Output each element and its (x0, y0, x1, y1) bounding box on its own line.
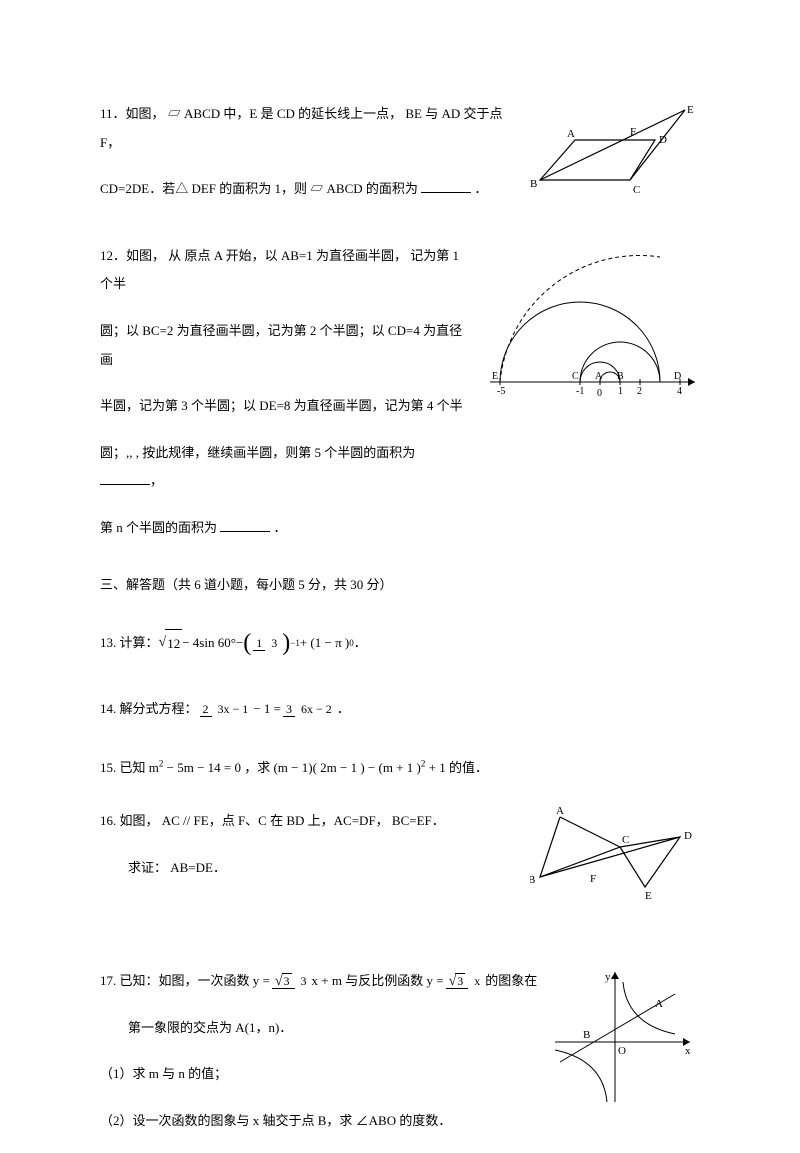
q12-period: ． (274, 520, 287, 535)
q14: 14. 解分式方程： 2 3x − 1 − 1 = 3 6x − 2 ． (100, 695, 700, 724)
svg-text:A: A (556, 807, 564, 817)
q11-text: 11．如图， ▱ ABCD 中，E 是 CD 的延长线上一点， BE 与 AD … (100, 100, 518, 222)
q14-period: ． (337, 695, 350, 724)
q16-l1: 16. 如图， AC // FE，点 F、C 在 BD 上，AC=DF， BC=… (100, 813, 445, 828)
svg-text:A: A (655, 998, 663, 1010)
q17-l1b: x + m 与反比例函数 y = (312, 967, 444, 996)
q13-exp1: −1 (290, 634, 300, 654)
q17-f2-num: 3 (446, 974, 469, 989)
q12-blank2 (220, 519, 270, 532)
q17-text: 17. 已知：如图，一次函数 y = 3 3 x + m 与反比例函数 y = … (100, 967, 538, 1153)
svg-text:D: D (684, 830, 692, 842)
q15-a: 15. 已知 m (100, 760, 159, 775)
q17-l4: （2）设一次函数的图象与 x 轴交于点 B，求 ∠ABO 的度数． (100, 1113, 451, 1128)
svg-text:E: E (687, 104, 694, 116)
q14-frac2: 3 6x − 2 (283, 703, 335, 716)
svg-text:E: E (492, 371, 498, 382)
q17: 17. 已知：如图，一次函数 y = 3 3 x + m 与反比例函数 y = … (100, 967, 700, 1153)
q16-text: 16. 如图， AC // FE，点 F、C 在 BD 上，AC=DF， BC=… (100, 807, 518, 900)
q13-period: ． (354, 629, 367, 658)
svg-text:O: O (618, 1045, 626, 1057)
rparen-icon: ) (282, 617, 290, 670)
q13-frac13-den: 3 (268, 636, 280, 650)
svg-text:-5: -5 (497, 386, 505, 397)
q17-l3: （1）求 m 与 n 的值； (100, 1066, 227, 1081)
q17-f2-den: x (471, 974, 483, 988)
q12-blank1 (100, 472, 150, 485)
q14-f2-den: 6x − 2 (298, 702, 335, 716)
svg-text:F: F (590, 873, 596, 885)
q13-frac13-num: 1 (253, 636, 265, 651)
q14-prefix: 14. 解分式方程： (100, 695, 198, 724)
svg-text:y: y (605, 971, 611, 983)
q12-figure: -5 -1 0 1 2 4 E C A B D (480, 242, 700, 432)
svg-text:B: B (530, 178, 537, 190)
q15: 15. 已知 m2 − 5m − 14 = 0 ，求 (m − 1)( 2m −… (100, 754, 700, 783)
q17-figure: y x O A B (550, 967, 700, 1107)
q12-l2: 圆；以 BC=2 为直径画半圆，记为第 2 个半圆；以 CD=4 为直径画 (100, 323, 462, 367)
q12: 12．如图， 从 原点 A 开始，以 AB=1 为直径画半圆， 记为第 1 个半… (100, 242, 700, 561)
q13-sin: − 4sin 60°− (182, 629, 243, 658)
svg-text:0: 0 (597, 388, 602, 399)
svg-text:F: F (630, 126, 636, 138)
q11-period: ． (474, 181, 487, 196)
svg-text:x: x (685, 1045, 691, 1057)
q17-l2: 第一象限的交点为 A(1，n)． (128, 1020, 292, 1035)
svg-text:4: 4 (677, 386, 682, 397)
section3-text: 三、解答题（共 6 道小题，每小题 5 分，共 30 分） (100, 577, 393, 592)
q13-frac13: 1 3 (253, 637, 280, 650)
q14-f2-num: 3 (283, 702, 295, 717)
q16-figure: A B F C D E (530, 807, 700, 907)
q15-mid: − 5m − 14 = 0 ，求 (m − 1)( 2m − 1 ) − (m … (163, 760, 421, 775)
svg-text:2: 2 (637, 386, 642, 397)
q14-f1-num: 2 (200, 702, 212, 717)
svg-text:C: C (633, 184, 640, 195)
q11-blank (421, 180, 471, 193)
q17-f1-den: 3 (298, 974, 310, 988)
q17-l1a: 17. 已知：如图，一次函数 y = (100, 967, 270, 996)
q14-f1-den: 3x − 1 (215, 702, 252, 716)
svg-text:B: B (583, 1029, 590, 1041)
q14-mid: − 1 = (253, 695, 281, 724)
svg-text:D: D (674, 371, 681, 382)
section3: 三、解答题（共 6 道小题，每小题 5 分，共 30 分） (100, 571, 700, 600)
q11: 11．如图， ▱ ABCD 中，E 是 CD 的延长线上一点， BE 与 AD … (100, 100, 700, 222)
q17-frac2: 3 x (446, 974, 484, 989)
svg-text:A: A (595, 371, 603, 382)
q16: 16. 如图， AC // FE，点 F、C 在 BD 上，AC=DF， BC=… (100, 807, 700, 907)
svg-text:C: C (572, 371, 579, 382)
svg-text:D: D (659, 134, 667, 146)
q12-l1: 12．如图， 从 原点 A 开始，以 AB=1 为直径画半圆， 记为第 1 个半 (100, 248, 459, 292)
svg-text:-1: -1 (576, 386, 584, 397)
q12-l5: 第 n 个半圆的面积为 (100, 520, 220, 535)
q17-f1-num-val: 3 (282, 973, 292, 988)
q17-frac1: 3 3 (272, 974, 310, 989)
q17-f2-num-val: 3 (455, 973, 465, 988)
q12-l3: 半圆，记为第 3 个半圆；以 DE=8 为直径画半圆，记为第 4 个半 (100, 398, 463, 413)
q15-tail: + 1 的值． (425, 760, 488, 775)
q12-text: 12．如图， 从 原点 A 开始，以 AB=1 为直径画半圆， 记为第 1 个半… (100, 242, 468, 561)
q17-l1c: 的图象在 (485, 967, 537, 996)
q17-f1-num: 3 (272, 974, 295, 989)
q13: 13. 计算： 12 − 4sin 60°− ( 1 3 ) −1 + (1 −… (100, 617, 700, 670)
q13-sqrt12: 12 (165, 629, 182, 659)
svg-text:E: E (645, 890, 652, 902)
lparen-icon: ( (243, 617, 251, 670)
svg-text:C: C (622, 834, 629, 846)
q13-plus1pi: + (1 − π ) (300, 629, 349, 658)
svg-text:A: A (567, 128, 575, 140)
q11-line2: CD=2DE．若△ DEF 的面积为 1，则 ▱ ABCD 的面积为 (100, 181, 421, 196)
q11-line1: 11．如图， ▱ ABCD 中，E 是 CD 的延长线上一点， BE 与 AD … (100, 106, 503, 150)
q14-frac1: 2 3x − 1 (200, 703, 252, 716)
q13-prefix: 13. 计算： (100, 629, 159, 658)
q12-l4: 圆；,, , 按此规律，继续画半圆，则第 5 个半圆的面积为 (100, 445, 415, 460)
q11-figure: A F D E B C (530, 100, 700, 195)
svg-text:B: B (530, 874, 535, 886)
svg-text:1: 1 (618, 386, 623, 397)
q16-l2: 求证： AB=DE． (128, 860, 226, 875)
svg-text:B: B (617, 371, 624, 382)
